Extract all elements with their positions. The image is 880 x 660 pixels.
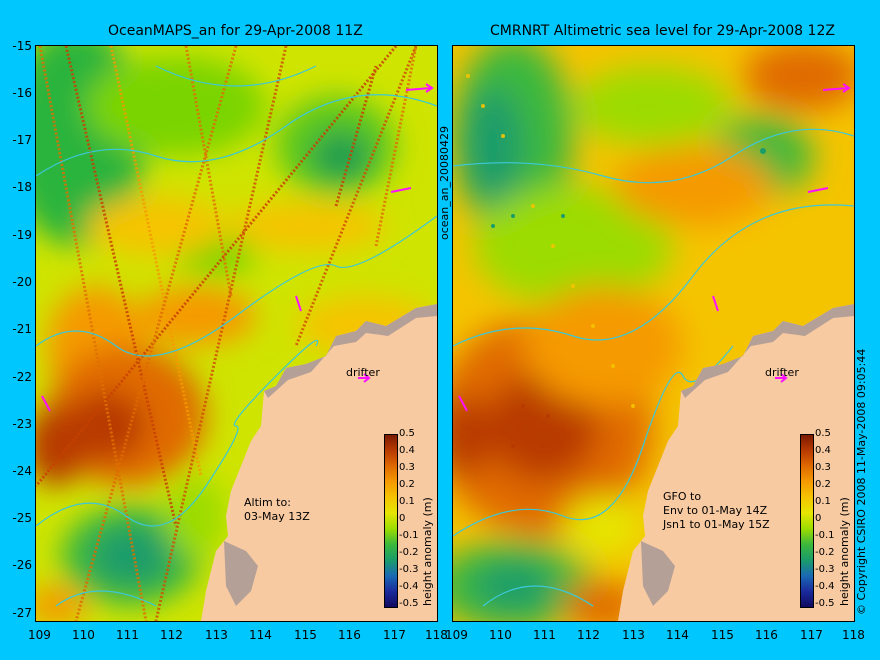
y-tick: -18 [12,180,32,194]
right-map-panel: GFO to Env to 01-May 14Z Jsn1 to 01-May … [452,45,855,622]
y-tick: -26 [12,558,32,572]
colorbar-tick: 0.5 [399,428,415,439]
y-tick: -20 [12,275,32,289]
colorbar-tick: 0.2 [815,479,831,490]
x-tick: 109 [28,628,51,642]
colorbar-tick: 0.3 [815,462,831,473]
x-tick: 118 [425,628,448,642]
right-jsn1-annotation: Jsn1 to 01-May 15Z [663,518,770,531]
colorbar-tick: 0.1 [815,496,831,507]
left-colorbar-label: height anomaly (m) [421,497,434,606]
x-tick: 115 [294,628,317,642]
colorbar-tick: -0.1 [815,530,835,541]
y-tick: -25 [12,511,32,525]
x-tick: 116 [755,628,778,642]
x-tick: 113 [205,628,228,642]
x-tick: 112 [160,628,183,642]
colorbar-tick: -0.3 [399,564,419,575]
right-drifter-label: drifter [765,366,799,379]
x-tick: 111 [533,628,556,642]
left-map [36,46,437,621]
y-tick: -27 [12,606,32,620]
x-tick: 115 [711,628,734,642]
x-tick: 112 [577,628,600,642]
y-tick: -23 [12,417,32,431]
left-map-panel: Altim to: 03-May 13Z drifter 0.5 0.4 0.3… [35,45,438,622]
colorbar-tick: -0.3 [815,564,835,575]
left-drifter-label: drifter [346,366,380,379]
y-tick: -21 [12,322,32,336]
colorbar-tick: -0.1 [399,530,419,541]
x-tick: 110 [489,628,512,642]
right-colorbar [800,434,814,608]
colorbar-tick: -0.2 [815,547,835,558]
middle-side-label: ocean_an_20080429 [438,126,451,240]
x-tick: 116 [338,628,361,642]
y-tick: -16 [12,86,32,100]
x-tick: 110 [72,628,95,642]
colorbar-tick: 0 [399,513,406,524]
x-tick: 117 [383,628,406,642]
x-tick: 109 [445,628,468,642]
colorbar-tick: 0.3 [399,462,415,473]
copyright-label: © Copyright CSIRO 2008 11-May-2008 09:05… [855,348,868,615]
y-tick: -24 [12,464,32,478]
x-tick: 114 [666,628,689,642]
right-map [453,46,854,621]
right-panel-title: CMRNRT Altimetric sea level for 29-Apr-2… [490,23,835,39]
right-gfo-annotation: GFO to [663,490,702,503]
right-env-annotation: Env to 01-May 14Z [663,504,768,517]
y-tick: -22 [12,370,32,384]
colorbar-tick: -0.4 [815,581,835,592]
left-panel-title: OceanMAPS_an for 29-Apr-2008 11Z [108,23,363,39]
colorbar-tick: 0 [815,513,822,524]
colorbar-tick: 0.5 [815,428,831,439]
colorbar-tick: 0.2 [399,479,415,490]
colorbar-tick: 0.4 [815,445,831,456]
colorbar-tick: -0.5 [399,598,419,609]
colorbar-tick: -0.5 [815,598,835,609]
x-tick: 114 [249,628,272,642]
left-altim-annotation-line1: Altim to: [244,496,291,509]
y-tick: -15 [12,39,32,53]
left-altim-annotation-line2: 03-May 13Z [244,510,310,523]
x-tick: 118 [842,628,865,642]
right-colorbar-label: height anomaly (m) [838,497,851,606]
x-tick: 111 [116,628,139,642]
x-tick: 113 [622,628,645,642]
colorbar-tick: -0.2 [399,547,419,558]
colorbar-tick: 0.1 [399,496,415,507]
x-tick: 117 [800,628,823,642]
left-colorbar [384,434,398,608]
colorbar-tick: -0.4 [399,581,419,592]
colorbar-tick: 0.4 [399,445,415,456]
y-tick: -19 [12,228,32,242]
y-tick: -17 [12,133,32,147]
